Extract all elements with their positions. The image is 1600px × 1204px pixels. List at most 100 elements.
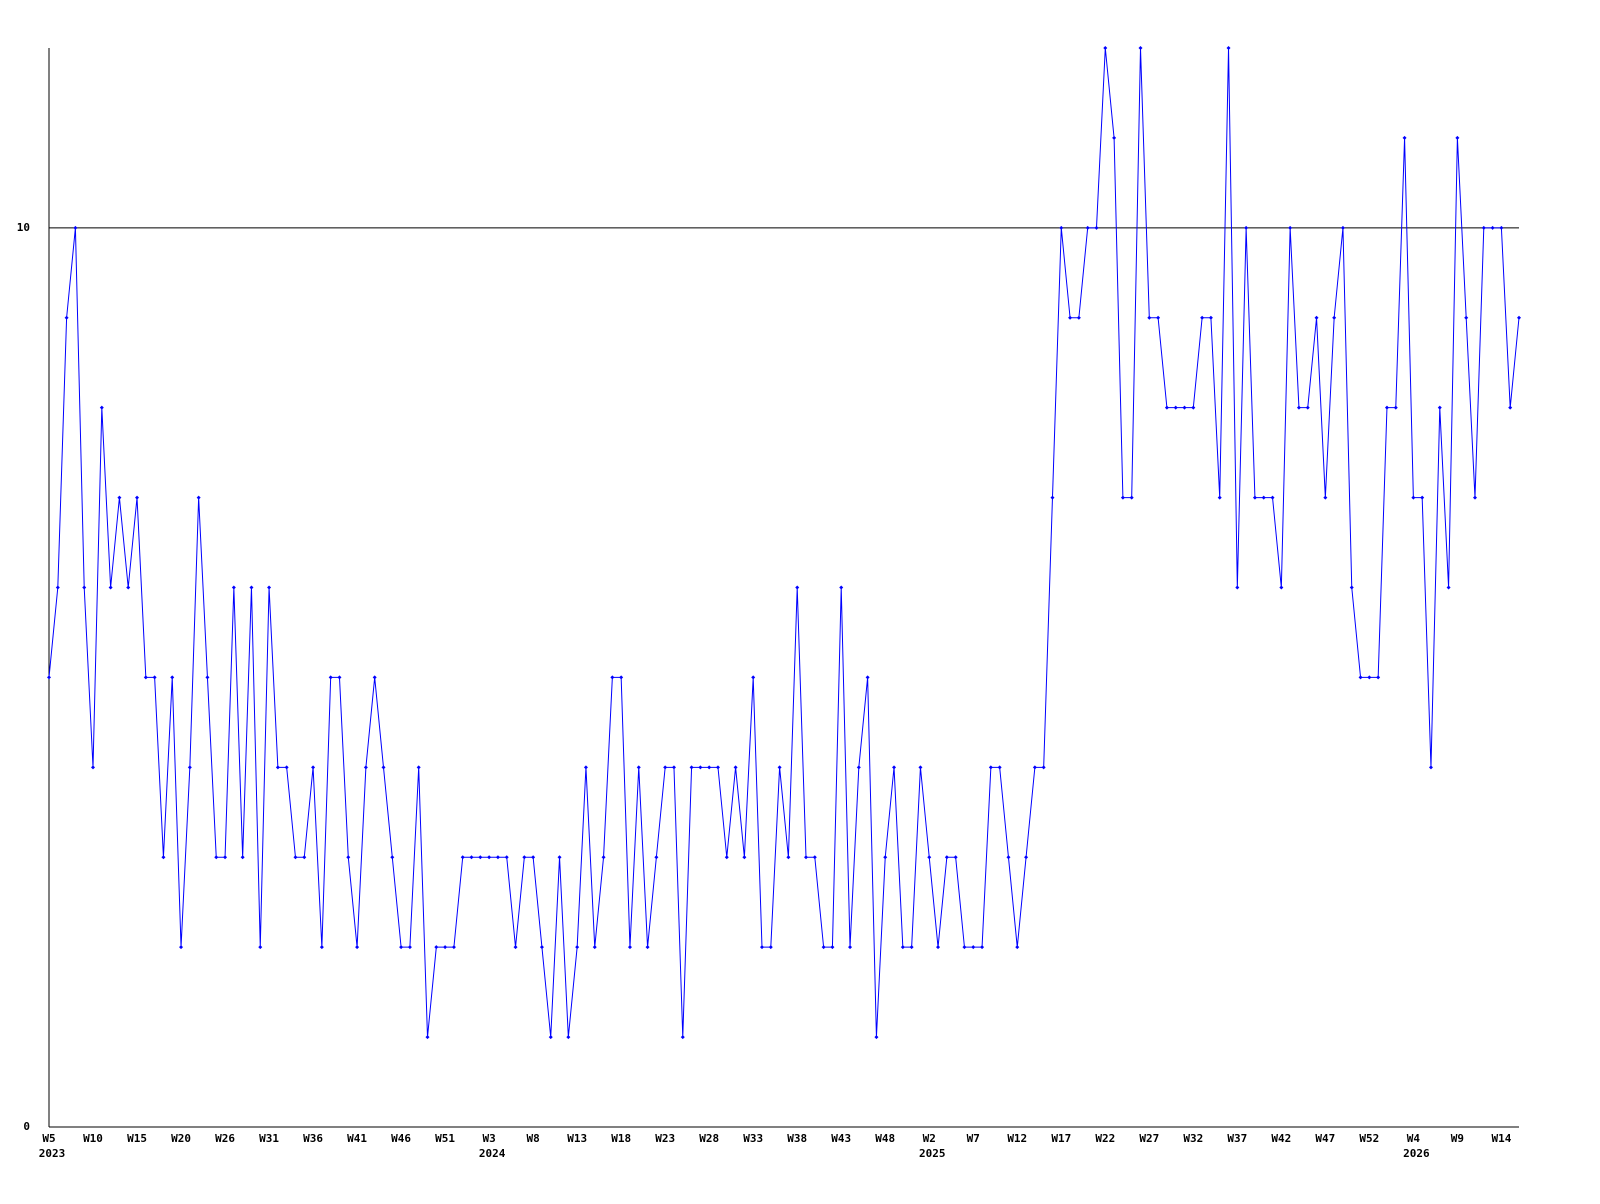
data-point: [865, 675, 870, 680]
data-point: [1446, 585, 1451, 590]
data-point: [1508, 405, 1513, 410]
data-point: [1517, 315, 1521, 320]
data-point: [557, 855, 562, 860]
data-point: [469, 855, 474, 860]
x-tick-label: W33: [743, 1132, 763, 1145]
data-point: [1120, 495, 1125, 500]
data-point: [1217, 495, 1222, 500]
x-year-label: 2025: [919, 1147, 946, 1160]
data-point: [1358, 675, 1363, 680]
data-point: [487, 855, 492, 860]
data-point: [1173, 405, 1178, 410]
data-point: [293, 855, 298, 860]
data-point: [1420, 495, 1425, 500]
data-point: [1376, 675, 1381, 680]
data-point: [1261, 495, 1266, 500]
x-tick-label: W37: [1227, 1132, 1247, 1145]
data-point: [1041, 765, 1046, 770]
data-point: [170, 675, 175, 680]
data-point: [1129, 495, 1134, 500]
x-tick-label: W38: [787, 1132, 807, 1145]
data-point: [1015, 945, 1020, 950]
data-point: [1332, 315, 1337, 320]
data-point: [944, 855, 949, 860]
data-point: [848, 945, 853, 950]
data-point: [275, 765, 280, 770]
data-point: [821, 945, 826, 950]
data-point: [1050, 495, 1055, 500]
data-point: [337, 675, 342, 680]
x-tick-label: W10: [83, 1132, 103, 1145]
data-point: [1103, 46, 1108, 50]
data-point: [399, 945, 404, 950]
data-point: [874, 1035, 879, 1040]
data-point: [1499, 225, 1504, 230]
x-tick-label: W43: [831, 1132, 851, 1145]
data-point: [1314, 315, 1319, 320]
x-tick-label: W46: [391, 1132, 411, 1145]
data-point: [522, 855, 527, 860]
data-point: [1270, 495, 1275, 500]
data-point: [804, 855, 809, 860]
data-point: [372, 675, 377, 680]
data-point: [1156, 315, 1161, 320]
data-point: [583, 765, 588, 770]
data-point: [1235, 585, 1240, 590]
data-point: [143, 675, 148, 680]
data-point: [1252, 495, 1257, 500]
data-point: [1393, 405, 1398, 410]
data-point: [698, 765, 703, 770]
data-point: [1349, 585, 1354, 590]
data-point: [1191, 405, 1196, 410]
data-point: [443, 945, 448, 950]
data-point: [1094, 225, 1099, 230]
x-tick-label: W4: [1407, 1132, 1421, 1145]
data-point: [99, 405, 104, 410]
y-tick-label: 0: [23, 1120, 30, 1133]
data-point: [117, 495, 122, 500]
data-point: [575, 945, 580, 950]
data-point: [302, 855, 307, 860]
data-point: [451, 945, 456, 950]
data-point: [1288, 225, 1293, 230]
x-tick-label: W47: [1315, 1132, 1335, 1145]
data-point: [856, 765, 861, 770]
data-point: [627, 945, 632, 950]
data-point: [971, 945, 976, 950]
data-point: [1323, 495, 1328, 500]
data-point: [601, 855, 606, 860]
data-point: [91, 765, 96, 770]
data-point: [1244, 225, 1249, 230]
data-point: [1147, 315, 1152, 320]
data-point: [513, 945, 518, 950]
data-point: [1024, 855, 1029, 860]
data-point: [548, 1035, 553, 1040]
data-point: [671, 765, 676, 770]
data-point: [689, 765, 694, 770]
x-tick-label: W13: [567, 1132, 587, 1145]
data-point: [539, 945, 544, 950]
data-point: [478, 855, 483, 860]
data-point: [909, 945, 914, 950]
data-point: [1085, 225, 1090, 230]
x-tick-label: W18: [611, 1132, 631, 1145]
series-line: [48, 47, 1520, 1038]
data-point: [1208, 315, 1213, 320]
data-point: [900, 945, 905, 950]
data-point: [346, 855, 351, 860]
data-point: [724, 855, 729, 860]
data-point: [988, 765, 993, 770]
x-tick-label: W7: [967, 1132, 980, 1145]
x-tick-label: W42: [1271, 1132, 1291, 1145]
data-point: [742, 855, 747, 860]
data-point: [1428, 765, 1433, 770]
data-point: [187, 765, 192, 770]
data-point: [1076, 315, 1081, 320]
data-point: [654, 855, 659, 860]
data-point: [205, 675, 210, 680]
data-point: [1402, 135, 1407, 140]
data-point: [566, 1035, 571, 1040]
y-tick-label: 10: [17, 221, 30, 234]
data-point: [504, 855, 509, 860]
